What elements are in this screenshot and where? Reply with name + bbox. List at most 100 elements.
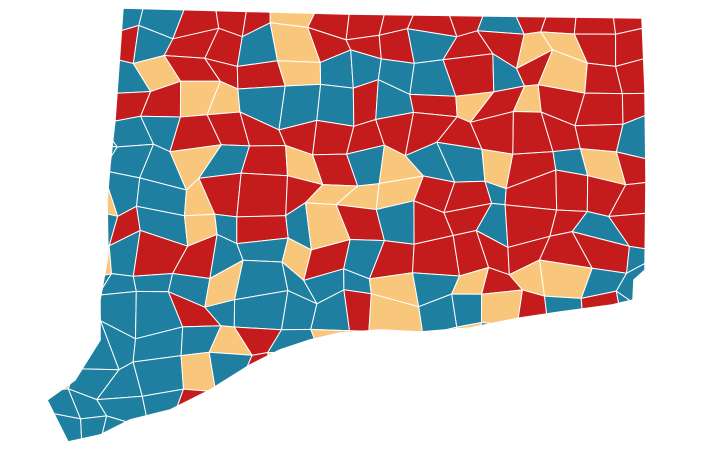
town [615,113,646,160]
town [47,203,66,243]
town [540,380,583,429]
town [578,439,630,442]
town [47,274,83,304]
town [507,450,558,466]
town [645,27,646,67]
town [240,454,288,466]
town [202,391,245,424]
town [141,443,175,466]
town [240,145,288,177]
town [615,151,646,186]
town [540,421,590,442]
towns [40,8,687,466]
town [615,54,646,95]
town [661,388,686,428]
town [170,421,203,442]
town [479,322,518,366]
town [47,121,71,160]
town [368,330,424,371]
town [232,379,271,422]
town [66,455,112,466]
town [627,364,646,393]
town [208,351,253,400]
town [645,8,646,29]
town [548,327,589,366]
town [308,352,338,389]
town [47,235,83,281]
town [277,60,322,87]
town [47,410,83,442]
town [544,295,585,337]
town [47,181,73,205]
town [481,289,523,327]
town [333,364,380,392]
town [441,411,490,442]
town [75,294,102,337]
town [406,353,446,398]
town [651,181,687,213]
town [651,213,687,250]
town [583,327,629,366]
town [652,55,686,98]
town [435,353,481,398]
town [339,412,383,442]
town [655,457,686,466]
town [336,386,383,427]
town [608,180,646,217]
town [77,8,108,36]
town [47,301,85,337]
town [645,245,646,264]
town [435,391,490,414]
town [97,456,154,466]
town [648,352,686,398]
town [73,54,111,95]
town [333,330,376,369]
town [615,27,646,67]
town [640,290,646,329]
town [64,83,111,125]
town [574,385,630,429]
town [267,352,321,389]
town [486,411,521,442]
town [506,421,559,442]
town [487,446,519,466]
town [378,390,423,427]
town [648,114,687,159]
town [305,412,350,442]
town [374,367,422,392]
town [47,83,75,125]
town [470,353,514,393]
town [316,83,355,127]
town [608,212,646,251]
town [239,415,275,442]
town [47,141,73,189]
town [574,123,624,153]
town [236,172,288,218]
town [581,413,622,442]
town [40,454,82,466]
town [275,445,306,466]
town [613,450,663,466]
town [236,60,286,90]
town [47,8,83,39]
town [648,328,686,365]
town [47,330,85,370]
town [470,386,521,427]
town [64,121,118,148]
town [504,364,550,388]
town [377,422,423,442]
town [266,379,310,428]
town [649,93,687,119]
town [349,449,378,466]
town [47,21,86,59]
town [81,21,108,59]
town [546,439,590,442]
town [352,79,379,127]
town [555,169,589,212]
town [371,445,418,466]
town [141,388,184,430]
town [412,445,455,466]
town [661,416,686,459]
